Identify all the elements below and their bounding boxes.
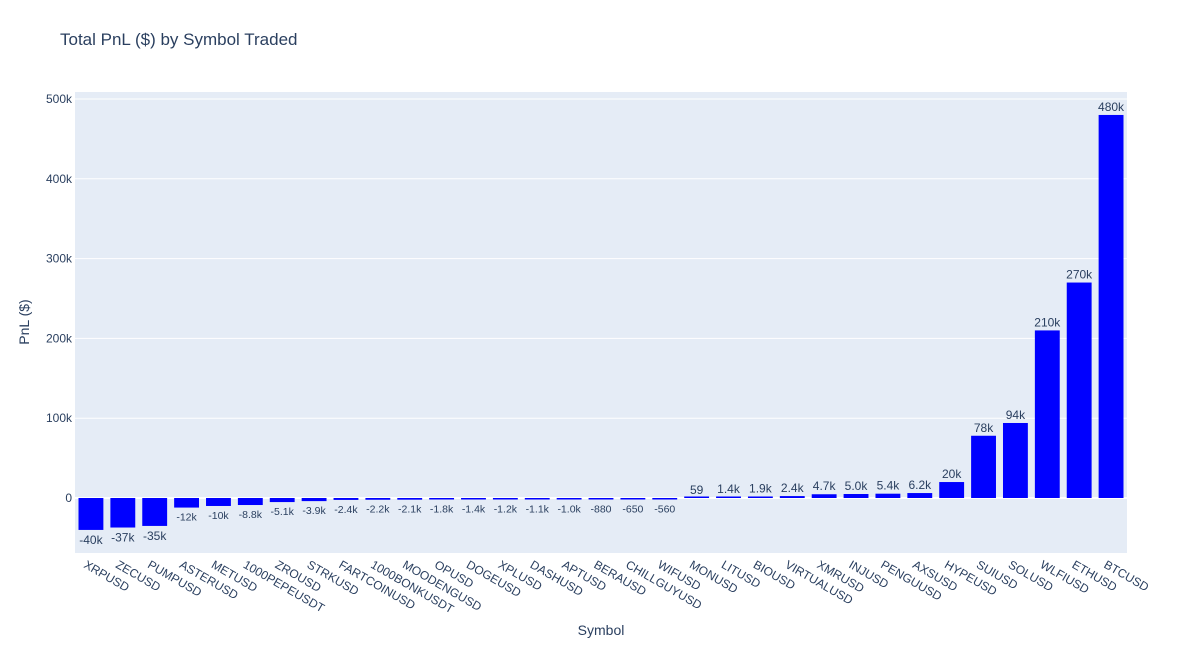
data-label: 210k (1034, 315, 1061, 329)
data-label: -10k (208, 510, 229, 522)
bar-zrousd (269, 498, 295, 503)
bar-fartcoinusd (333, 498, 359, 500)
data-label: 59 (690, 483, 704, 497)
data-label: -1.0k (557, 503, 581, 515)
bar-wifusd (652, 498, 678, 500)
bar-axsusd (907, 493, 933, 498)
x-axis-label: Symbol (578, 622, 625, 638)
bar-penguusd (875, 493, 901, 498)
y-tick-label: 500k (46, 92, 73, 106)
data-label: -2.2k (366, 504, 390, 516)
data-label: -8.8k (239, 509, 263, 521)
bar-btcusd (1098, 114, 1124, 499)
data-label: 480k (1098, 100, 1125, 114)
bar-dogeusd (461, 498, 486, 500)
bar-aptusd (556, 498, 582, 500)
data-label: -880 (590, 503, 611, 515)
y-tick-label: 300k (46, 252, 73, 266)
y-tick-label: 200k (46, 331, 73, 345)
bar-monusd (684, 496, 710, 498)
bar-virtualusd (779, 496, 805, 498)
bar-1000pepeusdt (237, 498, 263, 506)
data-label: 2.4k (781, 481, 805, 495)
bar-biousd (747, 496, 773, 498)
data-label: 5.0k (845, 479, 869, 493)
data-label: 5.4k (877, 479, 901, 493)
bar-injusd (843, 494, 869, 498)
data-label: 20k (942, 467, 962, 481)
bar-hypeusd (939, 482, 965, 498)
data-label: -1.1k (526, 503, 550, 515)
data-label: -560 (654, 503, 675, 515)
bar-xrpusd (78, 498, 104, 530)
data-label: -12k (176, 512, 197, 524)
bar-ethusd (1066, 282, 1092, 498)
data-label: -1.8k (430, 503, 454, 515)
bar-suiusd (971, 435, 996, 498)
bar-asterusd (174, 498, 200, 508)
y-tick-label: 100k (46, 411, 73, 425)
bar-berausd (588, 498, 614, 500)
data-label: -650 (622, 503, 643, 515)
bar-strkusd (301, 498, 327, 502)
data-label: -3.9k (302, 505, 326, 517)
chart-title: Total PnL ($) by Symbol Traded (60, 30, 298, 49)
data-label: -35k (143, 529, 167, 543)
data-label: -5.1k (271, 506, 295, 518)
data-label: -37k (111, 531, 135, 545)
plot-area (75, 92, 1127, 553)
data-label: 6.2k (908, 478, 932, 492)
data-label: -1.2k (494, 503, 518, 515)
bar-1000bonkusdt (365, 498, 391, 500)
data-label: -2.1k (398, 504, 422, 516)
bar-litusd (716, 496, 741, 498)
bar-dashusd (524, 498, 550, 500)
data-label: 270k (1066, 268, 1093, 282)
bar-solusd (1002, 422, 1028, 498)
data-label: 78k (974, 421, 994, 435)
data-label: 4.7k (813, 479, 837, 493)
data-label: 1.4k (717, 482, 741, 496)
bar-pumpusd (142, 498, 168, 526)
y-axis-label: PnL ($) (16, 299, 32, 344)
data-label: -1.4k (462, 503, 486, 515)
bar-moodengusd (397, 498, 423, 500)
bar-opusd (429, 498, 455, 500)
bar-xplusd (492, 498, 518, 500)
bar-metusd (206, 498, 231, 506)
bar-xmrusd (811, 494, 837, 498)
y-tick-label: 400k (46, 172, 73, 186)
data-label: 94k (1006, 408, 1026, 422)
bar-chillguyusd (620, 498, 646, 500)
y-tick-label: 0 (65, 491, 72, 505)
data-label: -40k (79, 533, 103, 547)
bar-zecusd (110, 498, 136, 528)
data-label: -2.4k (334, 504, 358, 516)
data-label: 1.9k (749, 481, 773, 495)
bar-wlfiusd (1034, 330, 1060, 498)
